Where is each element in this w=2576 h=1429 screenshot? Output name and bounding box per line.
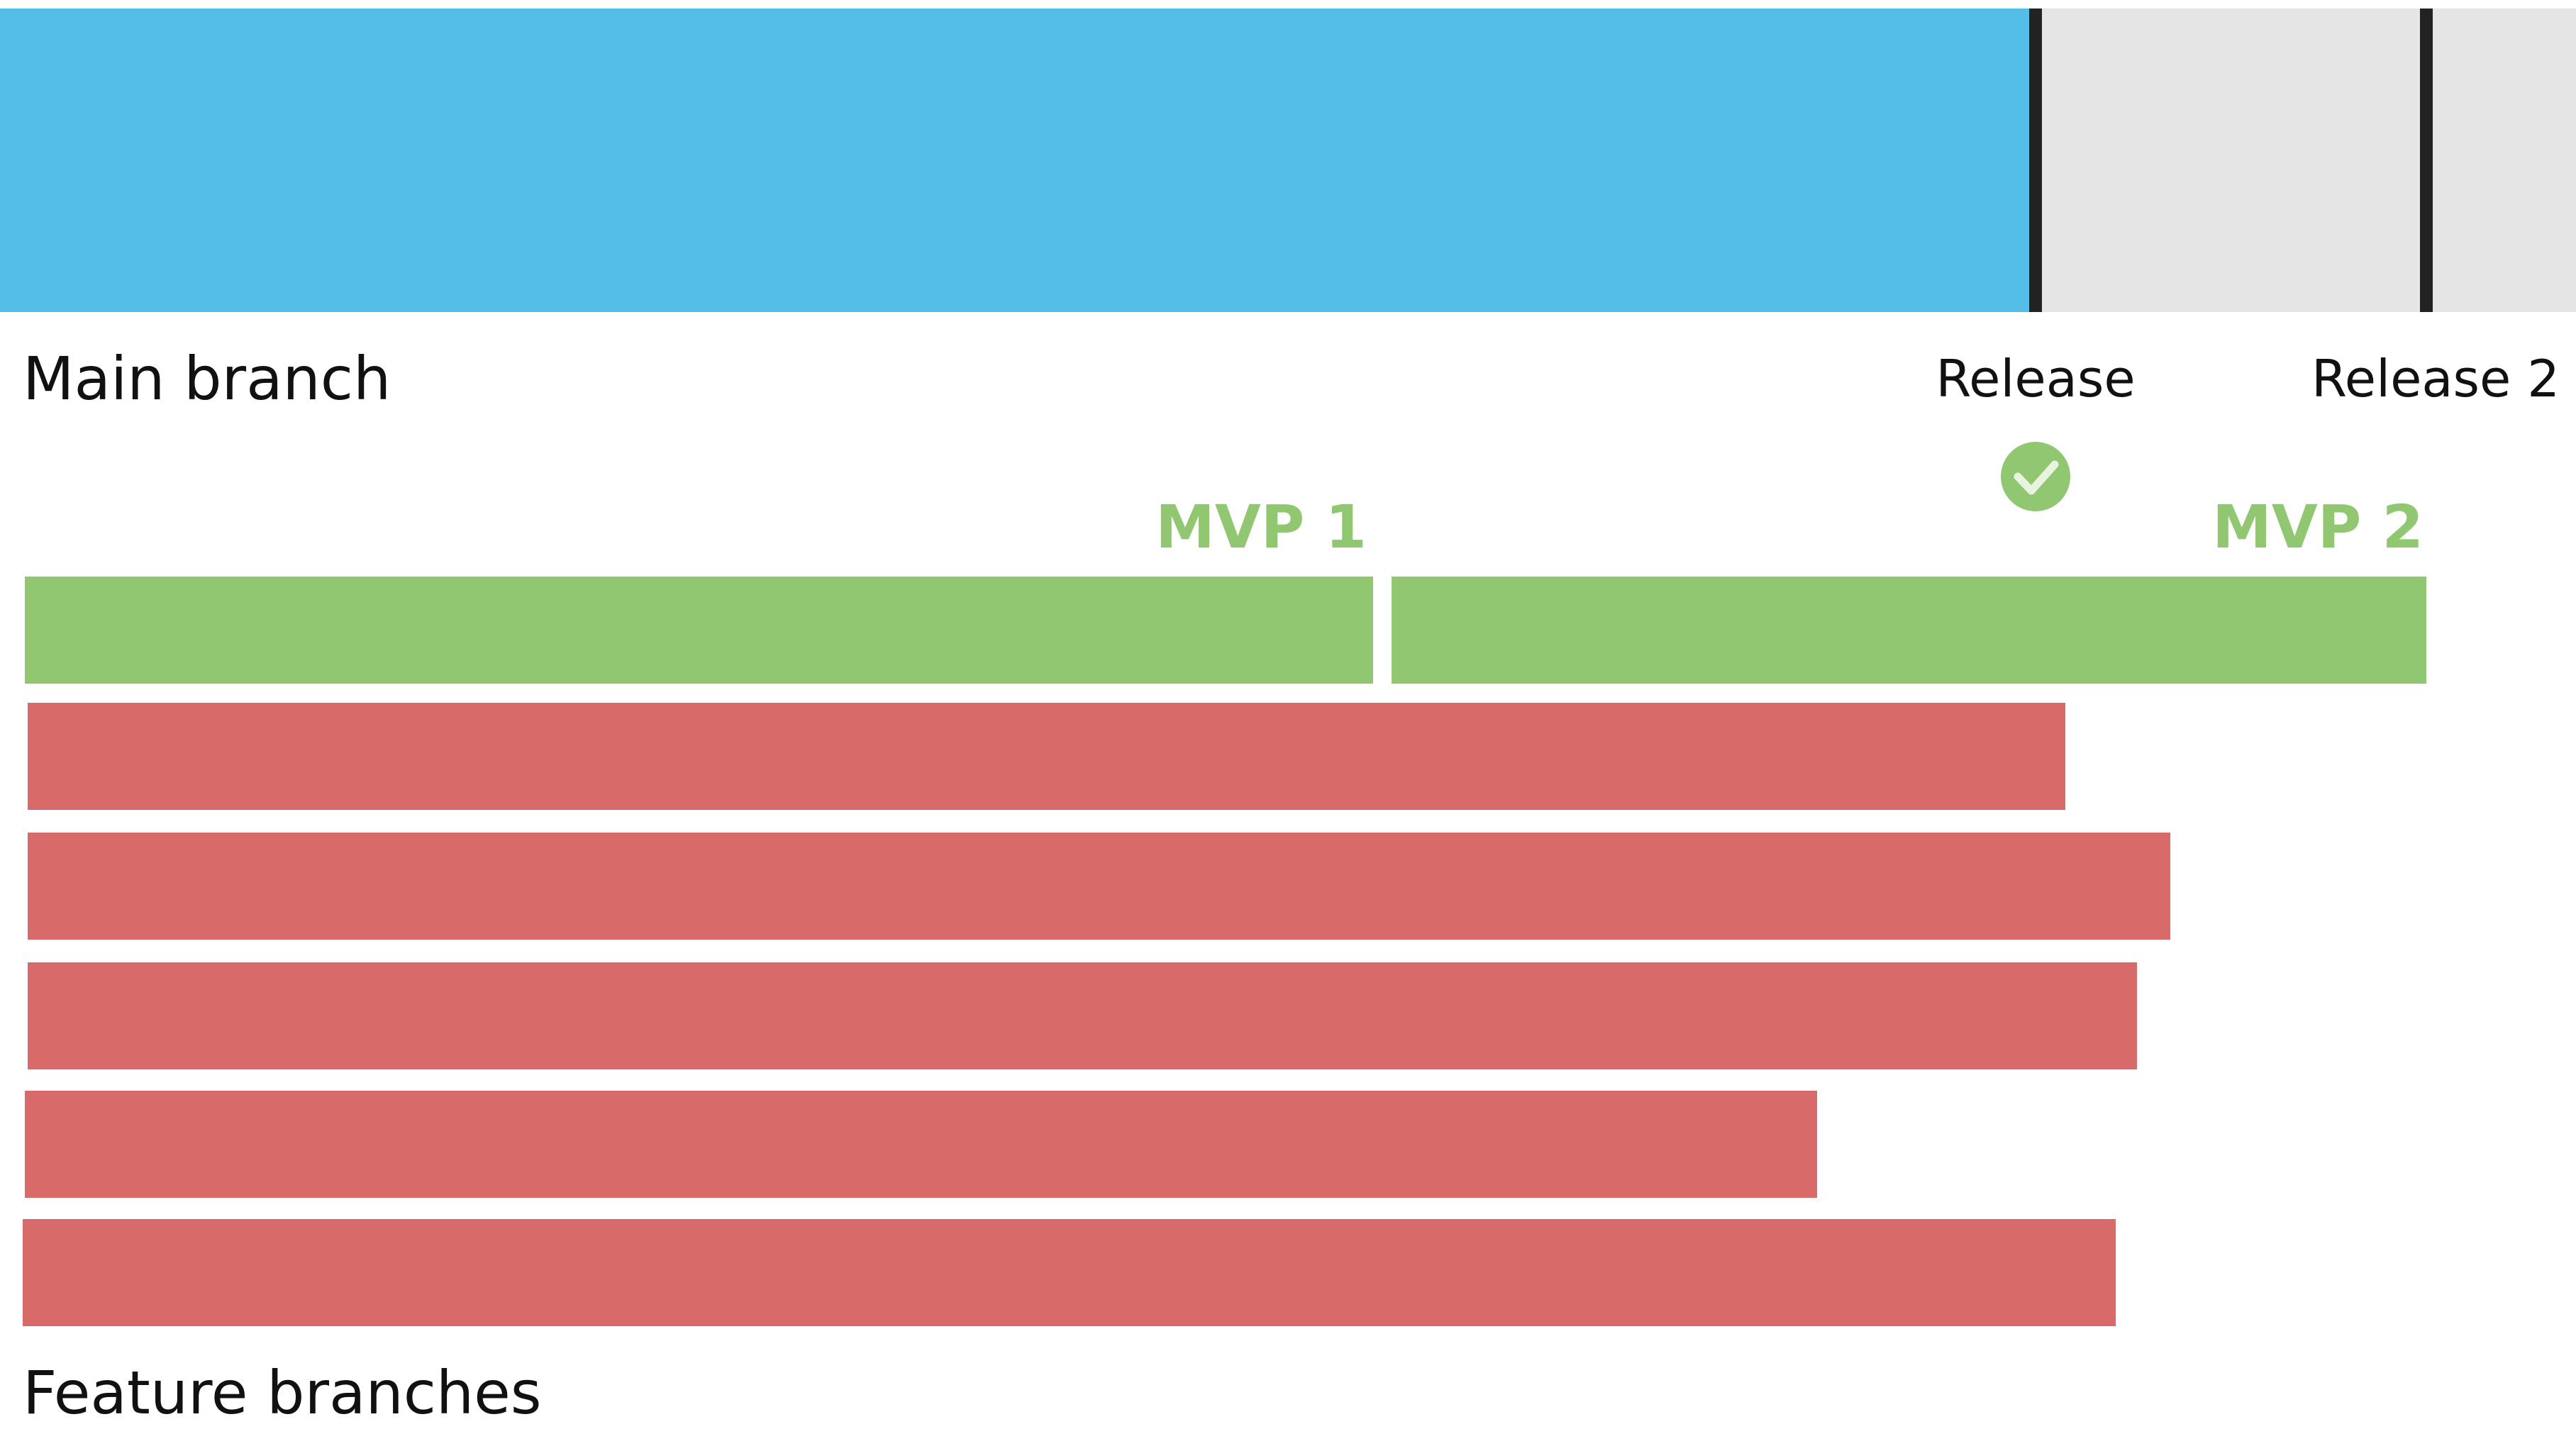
feature-bar — [25, 1091, 1817, 1198]
release-marker — [2029, 9, 2042, 312]
feature-bar — [28, 962, 2137, 1069]
mvp-bar — [25, 577, 1373, 684]
release-marker — [2420, 9, 2433, 312]
mvp-label: MVP 2 — [2212, 492, 2424, 562]
release-label: Release 2 — [2311, 349, 2560, 408]
check-icon — [2001, 442, 2070, 511]
feature-bar — [28, 833, 2170, 940]
mvp-label: MVP 1 — [1155, 492, 1367, 562]
main-progress — [0, 9, 2033, 312]
main-label: Main branch — [23, 344, 391, 413]
main-remaining — [2033, 9, 2576, 312]
features-label: Feature branches — [23, 1358, 542, 1428]
mvp-bar — [1392, 577, 2426, 684]
feature-bar — [23, 1219, 2116, 1326]
release-label: Release — [1936, 349, 2135, 408]
feature-bar — [28, 703, 2065, 810]
